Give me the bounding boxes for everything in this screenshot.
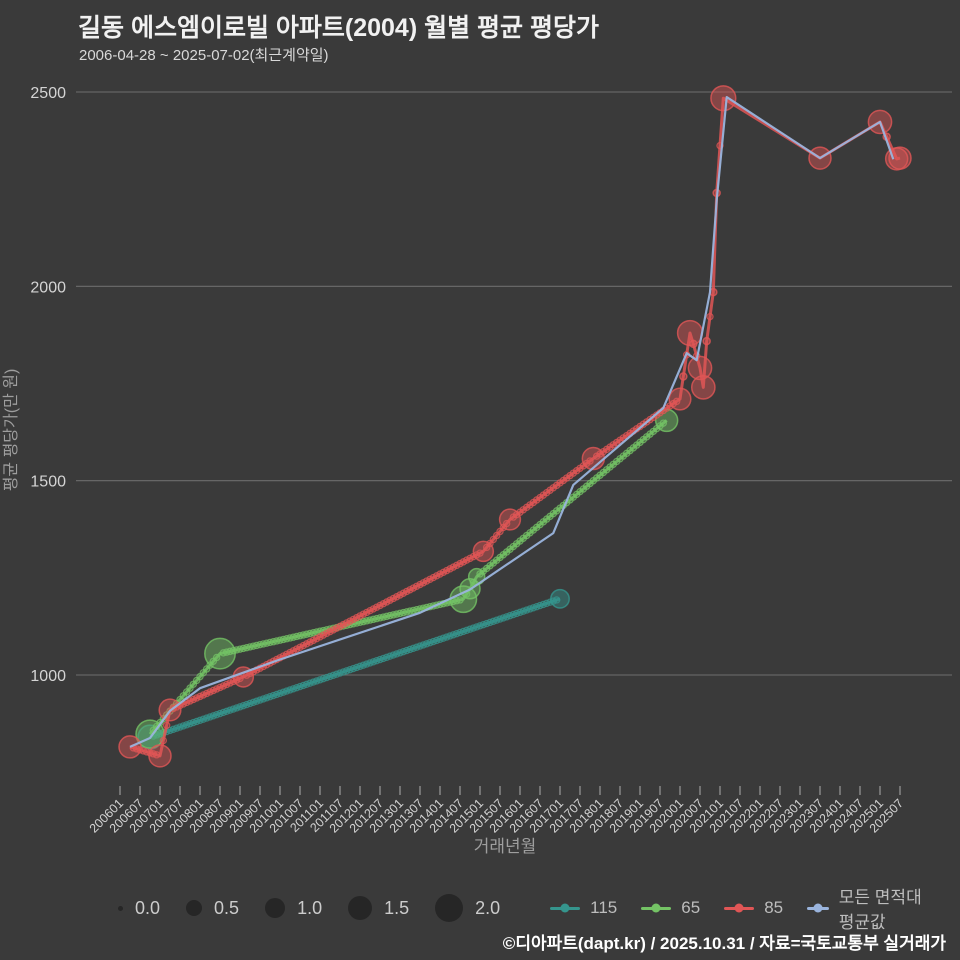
legend-label: 115 [590, 898, 618, 917]
footer-credit: ©디아파트(dapt.kr) / 2025.10.31 / 자료=국토교통부 실… [502, 934, 946, 953]
y-gridlines [76, 91, 952, 676]
size-legend-label: 1.5 [384, 897, 410, 918]
data-point [689, 339, 698, 349]
y-tick-labels: 1000 1500 2000 2500 [30, 85, 66, 685]
data-point [679, 372, 688, 381]
series-85 [118, 85, 912, 768]
size-legend-circle [186, 900, 203, 916]
chart-subtitle: 2006-04-28 ~ 2025-07-02(최근계약일) [79, 47, 329, 64]
data-point [702, 336, 711, 346]
size-legend-circle [348, 896, 373, 920]
legend-dot [734, 903, 744, 913]
legend-item-모든 면적대 평균값[interactable]: 모든 면적대 평균값 [807, 883, 936, 933]
data-point [687, 355, 713, 381]
legend-line-swatch [724, 903, 755, 913]
size-legend-item-1.0[interactable]: 1.0 [265, 898, 322, 919]
y-axis-title: 평균 평당가(만 원) [2, 369, 20, 492]
size-legend-label: 0.5 [214, 897, 240, 918]
legend-item-85[interactable]: 85 [724, 898, 783, 918]
legend-item-115[interactable]: 115 [550, 898, 617, 918]
size-legend-item-0.0[interactable]: 0.0 [118, 898, 160, 919]
legend-label: 65 [681, 898, 701, 917]
legend-dot [560, 903, 570, 913]
legend-dot [813, 903, 823, 913]
y-tick-label: 2000 [30, 279, 66, 296]
legend-label: 85 [764, 898, 784, 917]
data-point [498, 508, 522, 531]
y-tick-label: 1000 [30, 668, 66, 685]
legend-line-swatch [641, 903, 672, 913]
data-point [550, 588, 570, 609]
y-tick-label: 1500 [30, 474, 66, 491]
size-legend-label: 1.0 [297, 897, 323, 918]
size-legend-item-0.5[interactable]: 0.5 [186, 898, 239, 919]
legend-label: 모든 면적대 평균값 [838, 888, 922, 932]
size-legend-circle [118, 905, 123, 911]
data-point [472, 540, 495, 563]
size-legend-label: 2.0 [475, 897, 501, 918]
data-point [204, 637, 236, 670]
legend-line-swatch [550, 903, 581, 913]
data-point [668, 387, 692, 411]
size-legend-item-2.0[interactable]: 2.0 [435, 894, 500, 922]
data-point [710, 85, 737, 112]
legend-item-65[interactable]: 65 [641, 898, 700, 918]
data-point [581, 446, 606, 471]
data-point [148, 744, 172, 768]
bubble-size-legend: 0.0 0.5 1.0 1.5 2.0 [118, 894, 526, 922]
y-tick-label: 2500 [30, 85, 66, 102]
size-legend-circle [265, 898, 286, 918]
size-legend-label: 0.0 [135, 897, 161, 918]
chart-title: 길동 에스엠이로빌 아파트(2004) 월별 평균 평당가 [78, 14, 599, 42]
data-point [888, 146, 912, 170]
x-axis-title: 거래년월 [474, 837, 537, 856]
data-point [690, 375, 716, 400]
series-모든 면적대 평균값 [129, 96, 895, 748]
data-point [118, 735, 142, 759]
size-legend-item-1.5[interactable]: 1.5 [348, 896, 409, 920]
legend-line-swatch [807, 903, 829, 913]
plot-area: 1000 1500 2000 2500 200601200607200701200707… [2, 85, 952, 856]
size-legend-circle [435, 894, 464, 922]
series-legend: 115 65 85 모든 면적대 평균값 [526, 883, 936, 933]
chart-legend: 0.0 0.5 1.0 1.5 2.0 115 65 85 모든 면적대 평균값 [118, 883, 936, 933]
legend-dot [651, 903, 661, 913]
x-axis: 2006012006072007012007072008012008072009… [87, 786, 906, 836]
